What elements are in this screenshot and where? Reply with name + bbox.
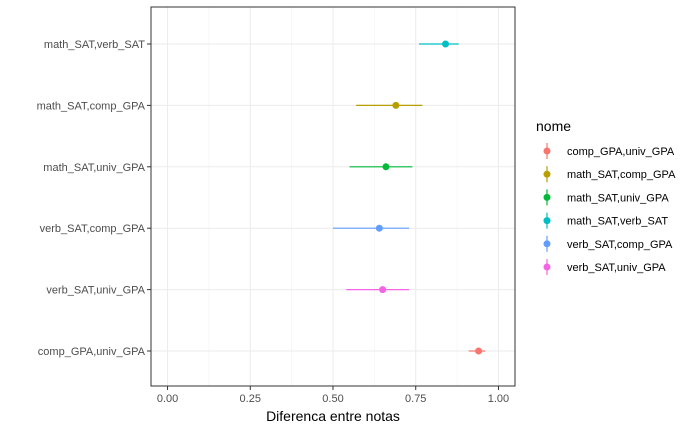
data-point <box>379 286 387 294</box>
legend-label: math_SAT,comp_GPA <box>567 169 676 181</box>
grid-major <box>151 7 515 386</box>
legend-label: math_SAT,verb_SAT <box>567 216 668 228</box>
x-axis: 0.00 0.25 0.50 0.75 1.00 <box>157 386 509 405</box>
x-tick-label: 0.50 <box>322 393 343 405</box>
legend-label: verb_SAT,comp_GPA <box>567 239 673 251</box>
y-tick-label: math_SAT,verb_SAT <box>44 39 145 51</box>
data-marks <box>333 40 486 355</box>
y-tick-label: comp_GPA,univ_GPA <box>38 346 146 358</box>
y-tick-label: math_SAT,comp_GPA <box>37 100 146 112</box>
legend-label: comp_GPA,univ_GPA <box>567 146 675 158</box>
x-axis-title: Diferenca entre notas <box>266 408 400 424</box>
y-tick-label: math_SAT,univ_GPA <box>43 162 145 174</box>
data-point <box>375 224 383 232</box>
legend-title: nome <box>536 118 571 134</box>
data-point <box>442 40 450 48</box>
x-tick-label: 0.25 <box>240 393 261 405</box>
legend: nome comp_GPA,univ_GPA math_SAT,comp_GPAm… <box>536 118 676 275</box>
legend-key-point <box>543 193 551 201</box>
legend-key-point <box>543 147 551 155</box>
data-point <box>392 101 400 109</box>
grid-minor <box>208 7 458 386</box>
legend-key-point <box>543 217 551 225</box>
x-tick-label: 0.00 <box>157 393 178 405</box>
data-point <box>475 347 483 355</box>
legend-label: verb_SAT,univ_GPA <box>567 262 666 274</box>
y-tick-label: verb_SAT,comp_GPA <box>40 223 146 235</box>
data-point <box>382 163 390 171</box>
x-tick-label: 1.00 <box>488 393 509 405</box>
y-tick-label: verb_SAT,univ_GPA <box>46 285 145 297</box>
legend-key-point <box>543 240 551 248</box>
legend-label: math_SAT,univ_GPA <box>567 192 669 204</box>
x-tick-label: 0.75 <box>405 393 426 405</box>
y-axis: comp_GPA,univ_GPA verb_SAT,univ_GPA verb_S… <box>37 39 151 358</box>
legend-key-point <box>543 263 551 271</box>
legend-key-point <box>543 170 551 178</box>
